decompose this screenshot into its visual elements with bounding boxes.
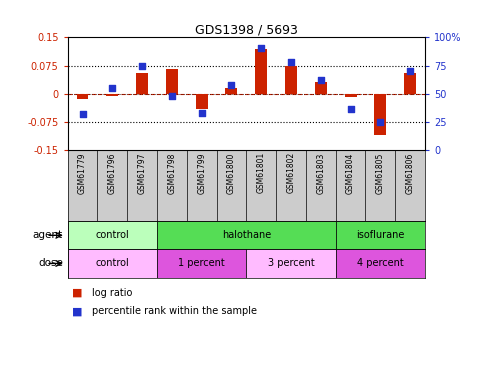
Text: 1 percent: 1 percent (178, 258, 225, 268)
Bar (336, 249, 425, 278)
Bar (285, 66, 297, 94)
Point (406, 68, 414, 74)
Bar (246, 249, 336, 278)
Text: GSM61800: GSM61800 (227, 152, 236, 194)
Point (198, 110, 206, 116)
Point (138, 63, 146, 69)
Text: GSM61806: GSM61806 (406, 152, 414, 194)
Text: 3 percent: 3 percent (268, 258, 314, 268)
Bar (345, 94, 356, 98)
Point (227, 82, 235, 88)
Text: GSM61779: GSM61779 (78, 152, 87, 194)
Point (257, 45, 265, 51)
Text: GSM61803: GSM61803 (316, 152, 325, 194)
Text: log ratio: log ratio (92, 288, 132, 297)
Bar (315, 82, 327, 94)
Bar (196, 94, 208, 109)
Text: isoflurane: isoflurane (356, 230, 405, 240)
Text: GSM61797: GSM61797 (138, 152, 146, 194)
Bar (68, 221, 157, 249)
Point (109, 85, 116, 91)
Text: halothane: halothane (222, 230, 271, 240)
Point (79, 111, 86, 117)
Bar (68, 249, 157, 278)
Bar (226, 88, 238, 94)
Bar (106, 94, 118, 96)
Text: GSM61804: GSM61804 (346, 152, 355, 194)
Bar (136, 73, 148, 94)
Text: GSM61802: GSM61802 (286, 152, 296, 194)
Bar (404, 73, 416, 94)
Text: GSM61801: GSM61801 (257, 152, 266, 194)
Bar (76, 94, 88, 99)
Point (377, 119, 384, 125)
Bar (374, 94, 386, 135)
Text: ■: ■ (72, 306, 83, 316)
Text: agent: agent (33, 230, 63, 240)
Bar (157, 249, 246, 278)
Point (168, 93, 176, 99)
Bar (336, 221, 425, 249)
Text: percentile rank within the sample: percentile rank within the sample (92, 306, 257, 316)
Bar (256, 49, 267, 94)
Bar (166, 69, 178, 94)
Title: GDS1398 / 5693: GDS1398 / 5693 (195, 23, 298, 36)
Text: GSM61796: GSM61796 (108, 152, 117, 194)
Text: dose: dose (38, 258, 63, 268)
Point (317, 77, 325, 83)
Bar (157, 221, 336, 249)
Text: control: control (96, 230, 129, 240)
Text: GSM61799: GSM61799 (197, 152, 206, 194)
Text: 4 percent: 4 percent (357, 258, 404, 268)
Text: control: control (96, 258, 129, 268)
Text: ■: ■ (72, 288, 83, 297)
Text: GSM61805: GSM61805 (376, 152, 385, 194)
Point (347, 106, 355, 112)
Point (287, 59, 295, 65)
Text: GSM61798: GSM61798 (168, 152, 176, 194)
